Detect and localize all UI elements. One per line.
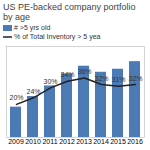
svg-text:20%: 20% [9, 94, 23, 101]
svg-text:2014: 2014 [93, 138, 109, 145]
svg-text:2010: 2010 [25, 138, 41, 145]
svg-text:2016: 2016 [127, 138, 143, 145]
svg-text:2009: 2009 [8, 138, 24, 145]
svg-text:31%: 31% [111, 76, 125, 83]
html-text:% of Total Inventory > 5 yea: % of Total Inventory > 5 yea [14, 33, 101, 40]
svg-text:32%: 32% [94, 75, 108, 82]
svg-text:30%: 30% [43, 78, 57, 85]
svg-text:32%: 32% [128, 75, 142, 82]
svg-text:2013: 2013 [76, 138, 92, 145]
html-text:# >5 yrs old: # >5 yrs old [14, 24, 51, 31]
svg-text:2011: 2011 [42, 138, 57, 145]
svg-text:2012: 2012 [59, 138, 75, 145]
svg-text:2015: 2015 [110, 138, 126, 145]
html-text:US PE-backed company portfolio: US PE-backed company portfolio by age [3, 2, 136, 22]
svg-text:34%: 34% [60, 71, 74, 78]
svg-text:36%: 36% [77, 68, 91, 75]
svg-text:24%: 24% [26, 88, 40, 95]
